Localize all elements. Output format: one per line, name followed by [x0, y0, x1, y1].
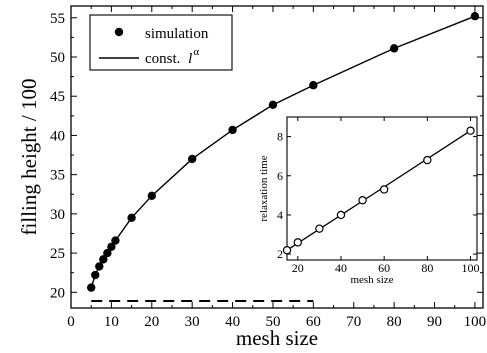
inset-y-axis-label: relaxation time: [258, 155, 270, 221]
data-point-simulation: [103, 248, 112, 258]
data-point-simulation: [389, 44, 399, 53]
data-point-simulation: [470, 11, 480, 21]
inset-x-axis-label: mesh size: [350, 274, 393, 286]
inset-plot: 20 40 60 80 100 2 4 6 8 mesh size relaxation time: [258, 116, 480, 286]
legend-label-simulation: simulation: [145, 26, 209, 42]
y-tick-label: 55: [50, 11, 65, 27]
main-plot: 0 10 20 30 40 50 60 70 80 90 100 20 25 30 35 40 45 50 55 me…: [17, 5, 487, 350]
data-point-simulation: [91, 270, 100, 280]
x-tick-label: 60: [306, 314, 321, 330]
inset-data-point: [315, 224, 324, 233]
inset-data-point: [379, 185, 389, 194]
data-point-simulation: [309, 81, 318, 90]
inset-data-point: [293, 238, 302, 247]
legend-label-line-l: l: [188, 51, 192, 67]
data-point-simulation: [111, 236, 120, 245]
data-point-simulation: [99, 255, 108, 264]
inset-y-tick-label: 8: [277, 130, 283, 144]
legend-label-line-alpha: α: [193, 46, 199, 58]
inset-y-tick-label: 4: [277, 208, 283, 222]
x-tick-label: 20: [144, 314, 159, 330]
legend-box: [89, 14, 233, 71]
y-tick-label: 30: [50, 207, 65, 223]
legend-label-line-text: const.: [145, 51, 184, 67]
legend-label-line: const. lα: [145, 46, 199, 67]
data-point-simulation: [187, 154, 197, 164]
inset-y-tick-label: 2: [277, 247, 283, 261]
x-tick-label: 0: [67, 314, 75, 330]
x-axis-label: mesh size: [236, 326, 318, 350]
inset-x-tick-label: 20: [292, 261, 304, 275]
inset-data-point: [358, 196, 367, 205]
inset-x-tick-label: 100: [462, 261, 480, 275]
main-plot-frame: [70, 5, 484, 309]
inset-data-point: [336, 210, 346, 220]
legend: simulation const. lα: [89, 14, 233, 71]
inset-x-tick-label: 80: [421, 261, 433, 275]
inset-data-point: [423, 155, 432, 165]
y-tick-label: 35: [50, 168, 65, 184]
data-point-simulation: [107, 242, 116, 252]
x-tick-label: 30: [185, 314, 200, 330]
inset-y-tick-label: 6: [277, 169, 283, 183]
data-point-simulation: [268, 100, 278, 110]
y-axis-label: filling height / 100: [17, 79, 41, 236]
y-tick-label: 45: [50, 89, 65, 105]
inset-data-point: [466, 126, 475, 135]
y-tick-label: 20: [50, 285, 65, 301]
y-tick-label: 25: [50, 246, 65, 262]
x-tick-label: 80: [387, 314, 402, 330]
x-tick-label: 90: [427, 314, 442, 330]
inset-x-tick-label: 40: [335, 261, 347, 275]
x-tick-label: 50: [265, 314, 280, 330]
inset-data-point: [282, 246, 292, 255]
inset-x-tick-label: 60: [378, 261, 390, 275]
x-tick-label: 100: [464, 314, 487, 330]
data-point-simulation: [147, 191, 156, 201]
x-tick-label: 40: [225, 314, 240, 330]
data-point-simulation: [86, 283, 96, 292]
legend-marker-simulation: [114, 27, 124, 37]
data-point-simulation: [95, 262, 104, 271]
y-tick-label: 40: [50, 128, 65, 144]
x-tick-label: 70: [346, 314, 361, 330]
data-point-simulation: [127, 213, 136, 222]
y-tick-label: 50: [50, 50, 65, 66]
data-point-simulation: [228, 125, 237, 135]
x-tick-label: 10: [104, 314, 119, 330]
